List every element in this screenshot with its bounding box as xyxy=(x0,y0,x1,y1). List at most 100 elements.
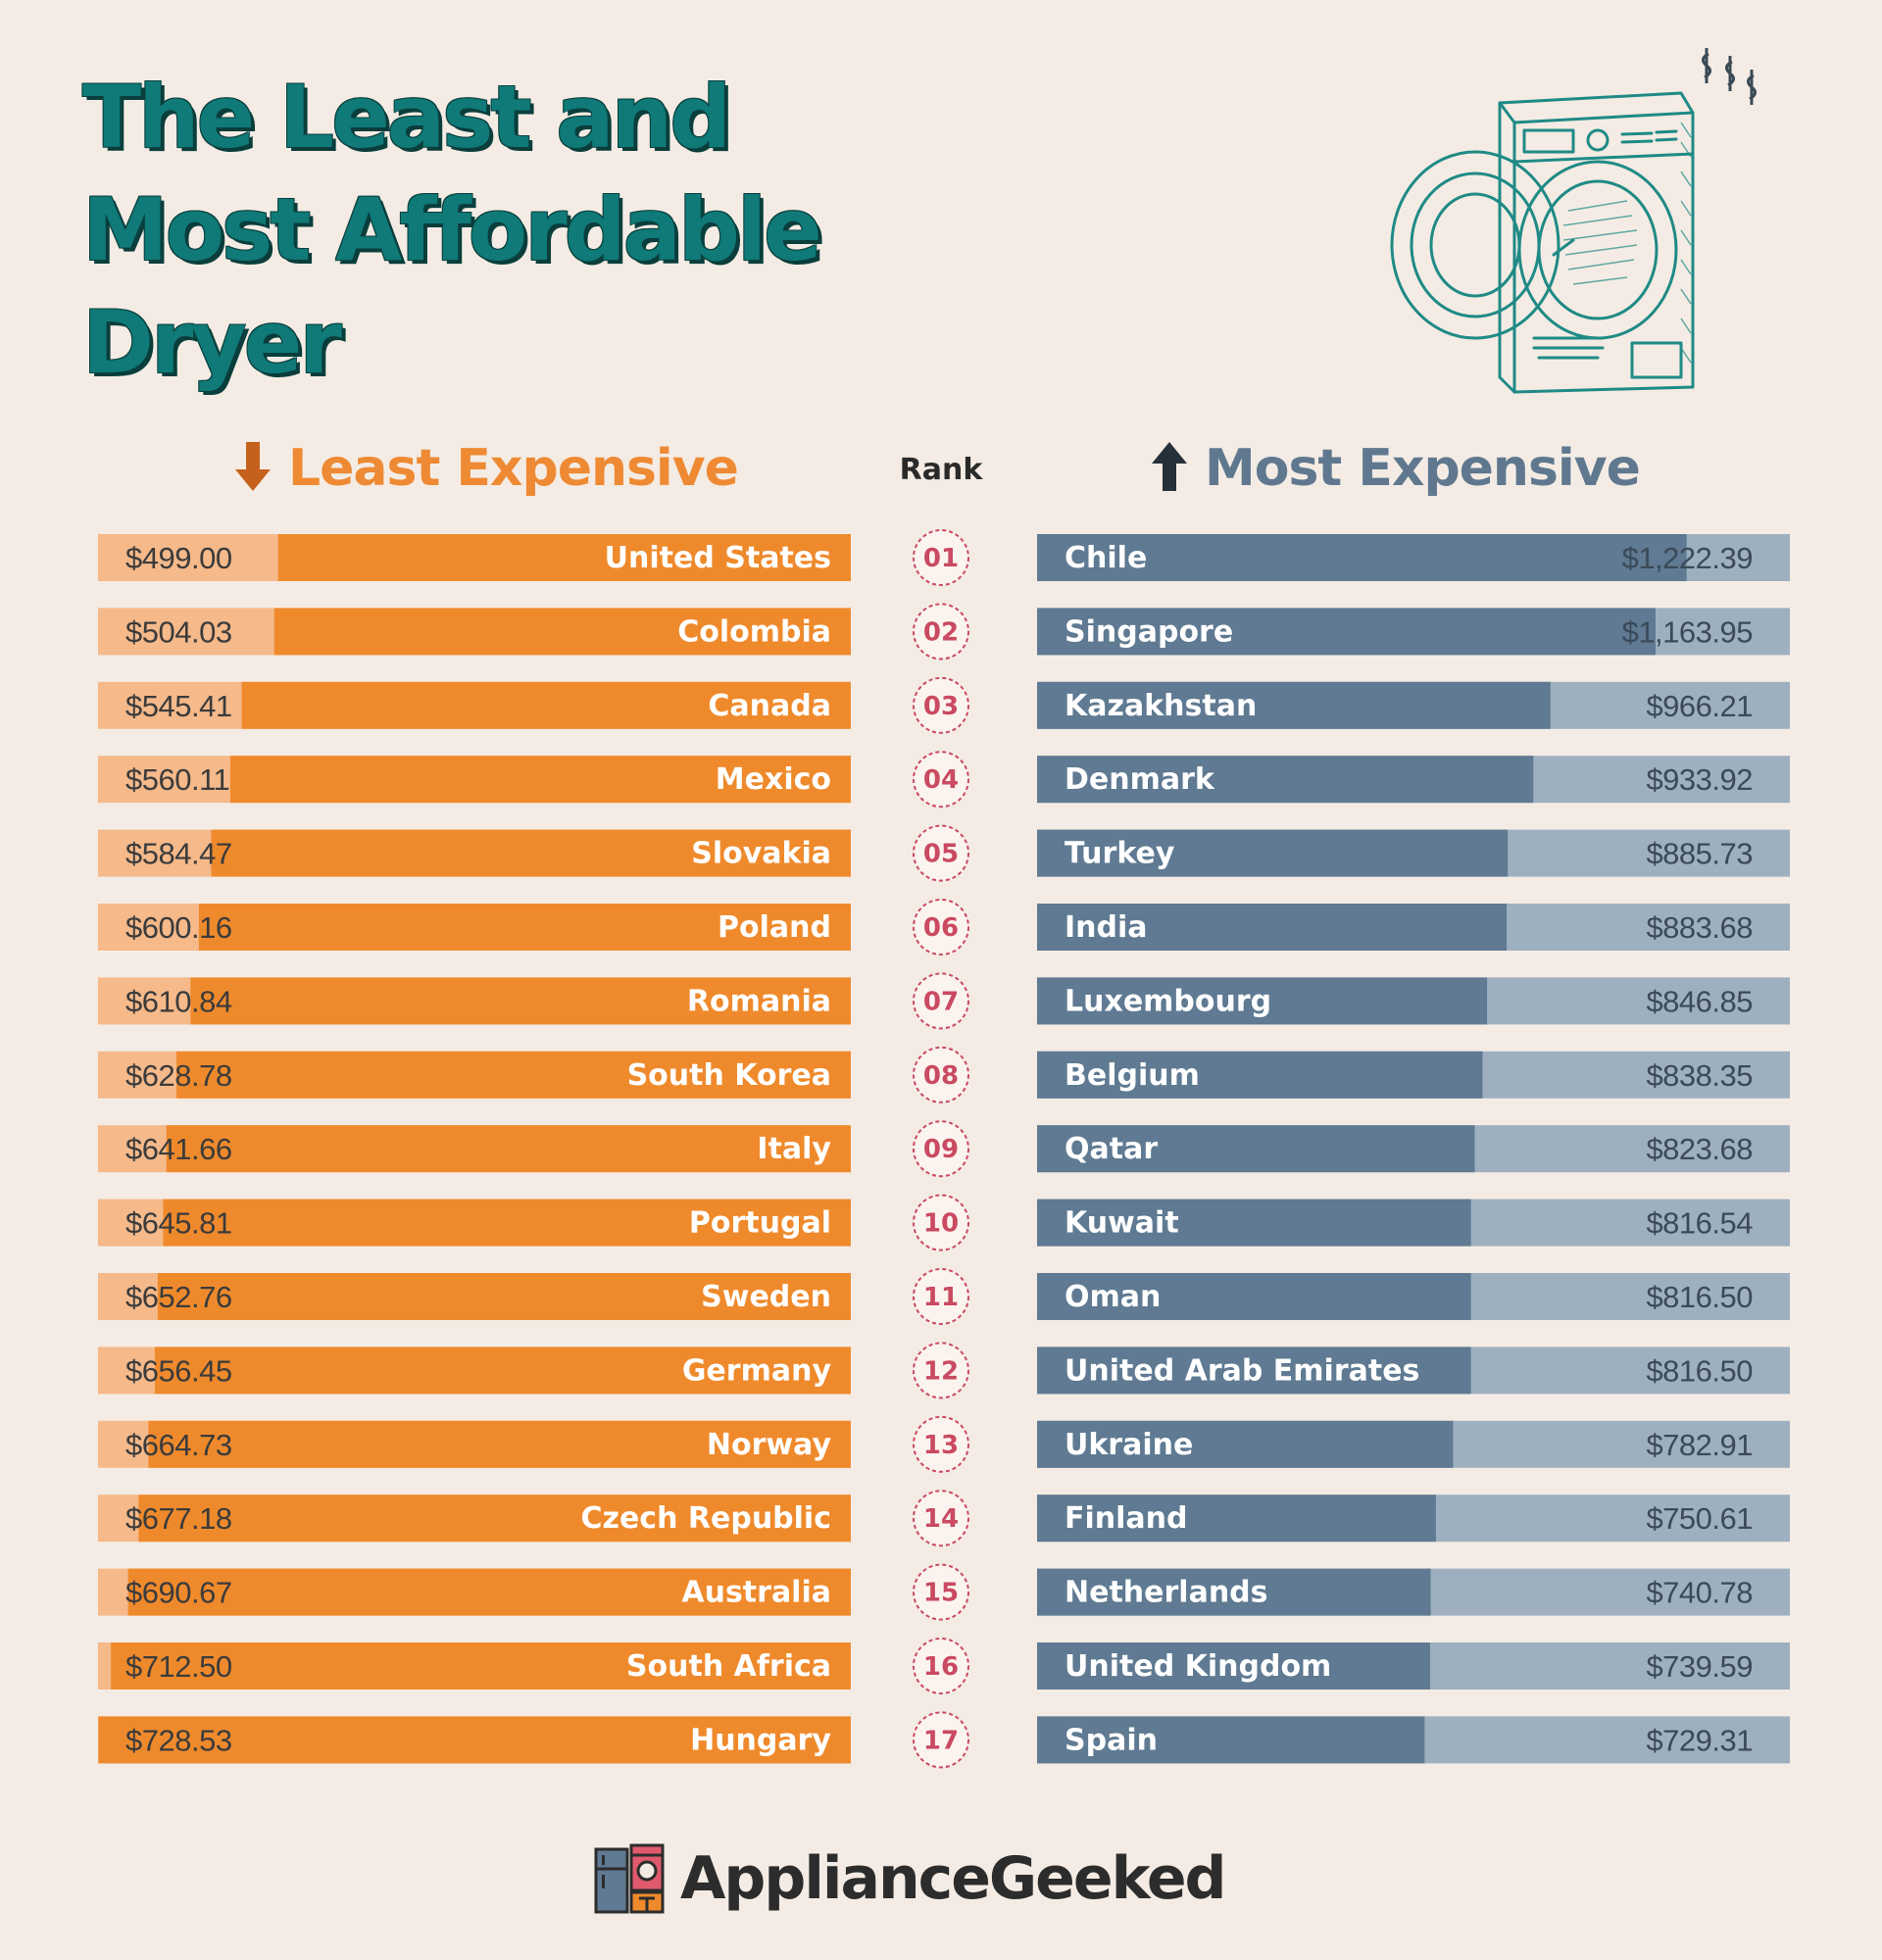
most-bar xyxy=(1037,1420,1454,1468)
arrow-down-icon xyxy=(235,442,271,491)
rank-badge xyxy=(913,1415,969,1473)
most-price-label: $740.78 xyxy=(1646,1576,1753,1610)
least-price-label: $712.50 xyxy=(125,1649,232,1684)
least-bar xyxy=(98,1716,852,1764)
most-price-label: $966.21 xyxy=(1646,689,1753,723)
most-price-label: $816.54 xyxy=(1646,1206,1753,1241)
least-bar xyxy=(111,1642,851,1690)
least-bar xyxy=(229,756,852,804)
least-bar xyxy=(166,1125,852,1173)
rank-number: 11 xyxy=(923,1283,959,1312)
rank-badge xyxy=(913,751,969,808)
rank-number: 07 xyxy=(923,987,959,1016)
least-country-label: Poland xyxy=(718,910,831,945)
least-bar xyxy=(176,1051,851,1099)
rank-badge xyxy=(913,1638,969,1694)
rank-number: 13 xyxy=(923,1431,959,1460)
least-price-label: $690.67 xyxy=(125,1576,232,1610)
most-bar xyxy=(1037,756,1534,804)
most-bar xyxy=(1037,534,1687,581)
most-price-label: $1,163.95 xyxy=(1622,614,1753,649)
rank-number: 12 xyxy=(923,1356,959,1386)
most-bar xyxy=(1037,977,1488,1025)
rank-number: 15 xyxy=(923,1579,959,1608)
least-price-label: $584.47 xyxy=(125,837,232,871)
rank-badge xyxy=(913,1711,969,1769)
most-price-label: $816.50 xyxy=(1646,1280,1753,1314)
title-line-1: The Least and xyxy=(82,67,731,168)
least-country-label: Slovakia xyxy=(691,837,831,871)
most-country-label: United Kingdom xyxy=(1065,1649,1331,1684)
washing-machine-icon xyxy=(1390,48,1757,394)
least-country-label: Canada xyxy=(708,689,831,723)
most-bar xyxy=(1037,1716,1425,1764)
most-bar xyxy=(1037,681,1551,729)
appliance-logo-icon xyxy=(594,1843,665,1914)
most-price-label: $729.31 xyxy=(1646,1723,1753,1757)
least-country-label: Australia xyxy=(681,1576,831,1610)
most-country-label: Kuwait xyxy=(1065,1206,1179,1241)
most-country-label: Chile xyxy=(1065,541,1147,575)
most-country-label: Kazakhstan xyxy=(1065,689,1257,723)
most-bar xyxy=(1037,1568,1431,1616)
title-line-3: Dryer xyxy=(82,292,342,393)
least-expensive-label: Least Expensive xyxy=(288,439,739,498)
most-bar xyxy=(1037,1642,1430,1690)
rank-number: 16 xyxy=(923,1652,959,1682)
least-price-label: $628.78 xyxy=(125,1058,232,1093)
rank-number: 14 xyxy=(923,1504,959,1534)
brand-name: ApplianceGeeked xyxy=(680,1844,1226,1913)
least-bar xyxy=(241,681,851,729)
most-price-label: $739.59 xyxy=(1646,1649,1753,1684)
least-bar xyxy=(273,608,851,656)
most-price-label: $750.61 xyxy=(1646,1501,1753,1536)
most-country-label: Oman xyxy=(1065,1280,1161,1314)
most-price-label: $816.50 xyxy=(1646,1353,1753,1388)
most-price-label: $846.85 xyxy=(1646,984,1753,1018)
rank-number: 10 xyxy=(923,1209,959,1239)
least-country-label: Norway xyxy=(707,1428,832,1462)
most-country-label: Denmark xyxy=(1065,762,1215,797)
least-bar xyxy=(157,1273,851,1320)
least-price-label: $664.73 xyxy=(125,1428,232,1462)
most-price-label: $1,222.39 xyxy=(1622,541,1753,575)
least-country-label: Mexico xyxy=(716,762,831,797)
least-country-label: Italy xyxy=(757,1132,831,1166)
least-country-label: Hungary xyxy=(690,1723,831,1757)
rank-header: Rank xyxy=(899,453,983,487)
least-price-label: $499.00 xyxy=(125,541,232,575)
most-price-label: $838.35 xyxy=(1646,1058,1753,1093)
rank-badge xyxy=(913,1120,969,1178)
rank-badge xyxy=(913,1194,969,1251)
rank-badge xyxy=(913,972,969,1030)
rank-badge xyxy=(913,824,969,882)
most-bar xyxy=(1037,904,1508,951)
most-price-label: $883.68 xyxy=(1646,910,1753,945)
most-bar xyxy=(1037,829,1509,877)
most-bar xyxy=(1037,1273,1471,1320)
most-country-label: Finland xyxy=(1065,1501,1188,1536)
least-country-label: Sweden xyxy=(701,1280,831,1314)
most-price-label: $933.92 xyxy=(1646,762,1753,797)
rank-number: 05 xyxy=(923,840,959,869)
title-line-2: Most Affordable xyxy=(82,179,822,280)
rank-number: 06 xyxy=(923,913,959,943)
least-country-label: Germany xyxy=(682,1353,832,1388)
most-country-label: Belgium xyxy=(1065,1058,1200,1093)
rank-number: 17 xyxy=(923,1726,959,1755)
least-country-label: Romania xyxy=(687,984,831,1018)
rank-number: 01 xyxy=(923,544,959,573)
least-bar xyxy=(198,904,851,951)
least-price-label: $600.16 xyxy=(125,910,232,945)
least-price-label: $677.18 xyxy=(125,1501,232,1536)
least-country-label: Colombia xyxy=(677,614,831,649)
least-bar xyxy=(154,1347,851,1395)
rank-badge xyxy=(913,603,969,661)
rank-badge xyxy=(913,1342,969,1399)
least-bar xyxy=(277,534,852,581)
most-country-label: Luxembourg xyxy=(1065,984,1271,1018)
least-price-label: $504.03 xyxy=(125,614,232,649)
least-price-label: $645.81 xyxy=(125,1206,232,1241)
most-bar xyxy=(1037,1494,1436,1543)
